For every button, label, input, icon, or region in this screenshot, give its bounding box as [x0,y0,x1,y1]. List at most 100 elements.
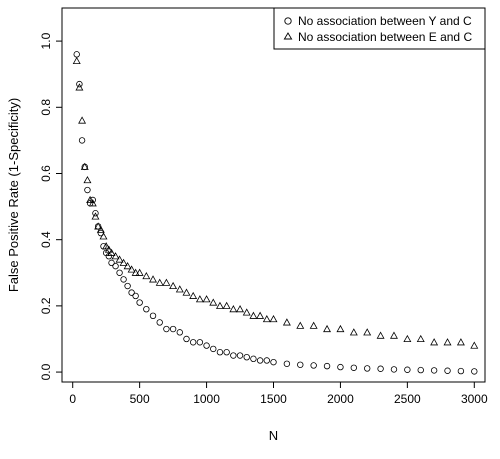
circle-point [216,349,224,356]
triangle-point [236,305,245,313]
triangle-point [169,281,178,290]
circle-point [323,362,331,370]
circle-point [189,339,197,346]
triangle-point [376,331,385,339]
circle-point [84,186,91,194]
circle-point [108,259,115,267]
x-tick-label: 1000 [193,392,220,406]
triangle-point [269,314,278,323]
triangle-point [349,328,358,336]
series-1 [73,51,478,375]
x-tick-label: 3000 [461,392,488,406]
triangle-point [111,252,120,260]
circle-point [78,137,86,144]
triangle-point [215,301,224,309]
circle-point [156,319,163,326]
triangle-point [403,334,412,343]
triangle-point [78,116,87,124]
circle-point [124,282,131,290]
triangle-point [155,278,164,286]
triangle-point [135,268,144,276]
x-tick-label: 0 [69,392,76,406]
circle-point [263,357,271,364]
plot-frame [61,7,486,383]
circle-point [256,357,264,364]
circle-point [457,367,465,375]
legend: No association between Y and C No associ… [273,7,486,50]
series-2 [72,56,479,349]
triangle-point [123,262,132,270]
triangle-point [229,305,238,313]
triangle-point [242,308,251,316]
circle-point [230,352,237,359]
triangle-point [94,222,103,230]
triangle-point [83,175,92,184]
circle-point [337,363,344,371]
legend-triangle-marker [283,32,293,40]
triangle-point [389,331,398,339]
x-axis: 0 500 1000 1500 2000 2500 3000 [69,382,488,406]
triangle-point [115,255,124,263]
y-tick-label: 0.4 [39,231,53,248]
triangle-point [416,334,425,343]
circle-point [223,349,230,356]
triangle-point [75,83,84,91]
triangle-point [86,195,95,204]
circle-point [417,366,424,374]
circle-point [404,366,411,373]
circle-point [250,355,257,363]
triangle-point [102,242,111,250]
y-tick-label: 0.6 [39,165,53,182]
circle-point [163,325,170,333]
circle-point [210,345,217,353]
x-tick-label: 500 [130,392,150,406]
triangle-point [142,271,151,280]
series-layer [72,51,479,375]
triangle-point [189,291,198,299]
y-tick-label: 0.0 [39,363,53,380]
triangle-point [131,268,140,276]
circle-point [270,358,277,366]
triangle-point [456,338,465,346]
circle-point [76,80,83,88]
circle-point [112,262,119,270]
triangle-point [162,278,171,286]
x-tick-label: 2500 [394,392,421,406]
triangle-point [149,275,158,283]
legend-box [273,7,486,50]
circle-point [132,292,139,300]
x-axis-title: N [269,428,278,443]
legend-label-series-1: No association between Y and C [298,14,472,28]
triangle-point [256,311,265,319]
legend-label-series-2: No association between E and C [298,30,472,44]
circle-point [169,325,177,333]
triangle-point [127,265,136,273]
triangle-point [175,285,184,293]
triangle-point [209,298,218,306]
triangle-point [88,199,97,207]
triangle-point [249,311,258,319]
circle-point [105,253,113,260]
y-tick-label: 1.0 [39,32,53,49]
circle-point [377,365,384,372]
triangle-point [104,245,113,253]
circle-point [203,342,210,349]
circle-point [120,276,127,283]
triangle-point [195,295,204,303]
circle-point [350,364,358,371]
circle-point [183,335,190,343]
triangle-point [470,341,479,349]
circle-point [73,51,80,58]
circle-point [176,329,183,336]
x-tick-label: 2000 [327,392,354,406]
circle-point [364,365,371,372]
circle-point [116,269,123,276]
circle-point [297,361,304,368]
circle-point [390,366,398,373]
triangle-point [202,295,211,303]
triangle-point [222,301,231,309]
circle-point [149,312,157,320]
y-tick-label: 0.8 [39,99,53,116]
circle-point [283,360,291,367]
circle-point [128,289,135,296]
